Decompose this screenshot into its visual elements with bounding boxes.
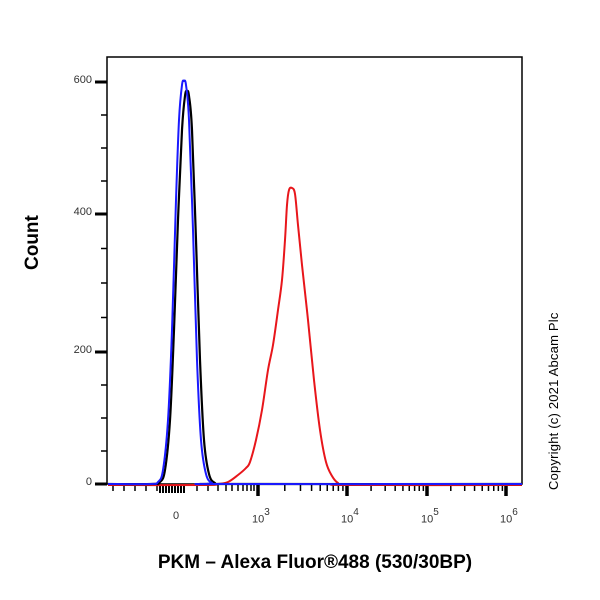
y-tick-label: 0 xyxy=(85,476,92,488)
isotype-control-curve xyxy=(107,89,523,486)
x-tick-label: 104 xyxy=(341,507,359,526)
y-axis-label: Count xyxy=(22,215,43,270)
x-tick-label: 105 xyxy=(421,507,439,526)
unstained-control-curve xyxy=(107,79,523,486)
y-tick-label: 400 xyxy=(73,206,92,218)
x-tick-label: 106 xyxy=(500,507,518,526)
x-tick-label: 103 xyxy=(252,507,270,526)
y-tick-label: 600 xyxy=(73,74,92,86)
x-axis-label: PKM – Alexa Fluor®488 (530/30BP) xyxy=(157,552,473,573)
pkm-stained-curve xyxy=(107,186,523,487)
copyright-notice: Copyright (c) 2021 Abcam Plc xyxy=(546,312,561,490)
x-tick-label: 0 xyxy=(173,510,180,522)
y-tick-label: 200 xyxy=(73,344,92,356)
y-axis-ticks xyxy=(95,80,107,486)
